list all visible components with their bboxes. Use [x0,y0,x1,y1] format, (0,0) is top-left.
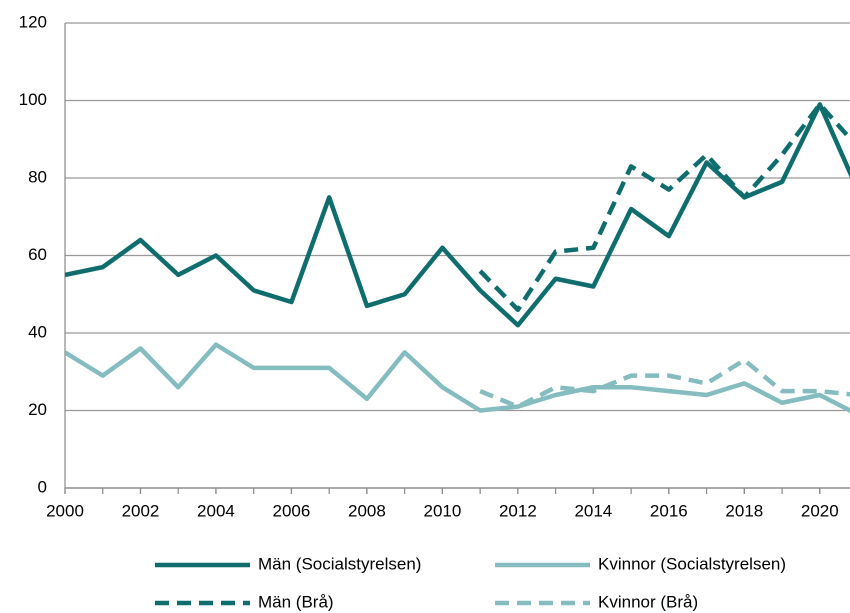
legend-label: Kvinnor (Brå) [598,592,698,611]
y-tick-label: 60 [28,245,47,264]
y-tick-label: 100 [19,90,47,109]
x-tick-label: 2006 [273,501,311,520]
y-tick-label: 0 [38,477,47,496]
legend-label: Kvinnor (Socialstyrelsen) [598,554,786,573]
y-tick-label: 120 [19,12,47,31]
series-line [65,342,850,414]
x-tick-label: 2010 [423,501,461,520]
x-tick-label: 2018 [725,501,763,520]
y-tick-label: 20 [28,400,47,419]
x-tick-label: 2000 [46,501,84,520]
legend-label: Män (Socialstyrelsen) [258,554,421,573]
x-tick-label: 2004 [197,501,235,520]
series-line [478,102,850,312]
x-tick-label: 2002 [122,501,160,520]
x-tick-label: 2014 [574,501,612,520]
series-line [65,102,850,328]
y-tick-label: 40 [28,322,47,341]
x-tick-label: 2020 [801,501,839,520]
x-tick-label: 2012 [499,501,537,520]
x-tick-label: 2016 [650,501,688,520]
series-line [479,357,850,409]
y-tick-label: 80 [28,167,47,186]
legend-label: Män (Brå) [258,592,334,611]
x-tick-label: 2008 [348,501,386,520]
plot-area [65,102,850,414]
